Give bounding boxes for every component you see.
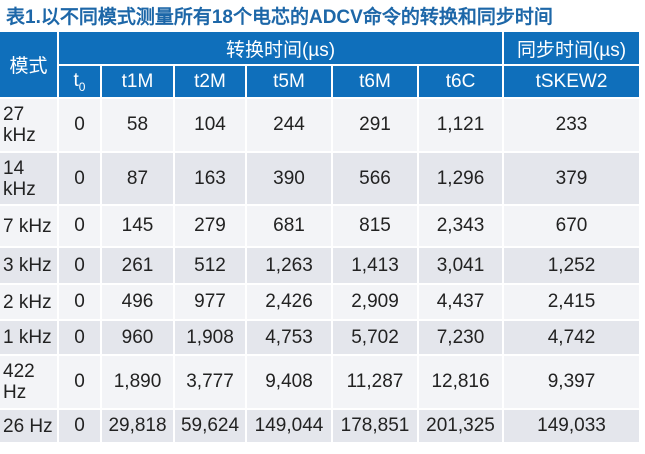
cell-tskew2: 9,397 — [503, 355, 642, 410]
cell-t6c: 2,343 — [418, 205, 505, 248]
header-sync-time: 同步时间(µs) — [503, 32, 642, 66]
table-row: 14 kHz 0 87 163 390 566 1,296 379 — [0, 152, 642, 206]
table-row: 7 kHz 0 145 279 681 815 2,343 670 — [0, 205, 642, 248]
cell-t1m: 29,818 — [101, 409, 175, 444]
t0-base: t — [73, 69, 79, 91]
table-row: 422 Hz 0 1,890 3,777 9,408 11,287 12,816 9,397 — [0, 355, 642, 410]
cell-mode: 1 kHz — [0, 320, 59, 356]
cell-t5m: 390 — [246, 152, 333, 206]
table-row: 26 Hz 0 29,818 59,624 149,044 178,851 201,325 1… — [0, 409, 642, 444]
cell-tskew2: 149,033 — [503, 409, 642, 444]
mode-label: 422 Hz — [3, 361, 35, 403]
table-row: 3 kHz 0 261 512 1,263 1,413 3,041 1,252 — [0, 247, 642, 285]
header-t1m: t1M — [101, 65, 175, 99]
header-t5m: t5M — [246, 65, 333, 99]
t0-subscript: 0 — [78, 79, 86, 94]
cell-t1m: 58 — [101, 98, 175, 153]
cell-t5m: 4,753 — [246, 320, 333, 356]
cell-mode: 14 kHz — [0, 152, 59, 206]
mode-label: 26 Hz — [3, 415, 53, 437]
mode-label: 2 kHz — [3, 291, 52, 313]
cell-t6c: 201,325 — [418, 409, 505, 444]
cell-t2m: 1,908 — [174, 320, 247, 356]
cell-t0: 0 — [58, 98, 102, 153]
mode-label: 27 kHz — [3, 104, 36, 146]
cell-t1m: 1,890 — [101, 355, 175, 410]
cell-t6m: 178,851 — [332, 409, 419, 444]
cell-t5m: 9,408 — [246, 355, 333, 410]
cell-t2m: 104 — [174, 98, 247, 153]
cell-t0: 0 — [58, 320, 102, 356]
cell-t0: 0 — [58, 152, 102, 206]
mode-label: 3 kHz — [3, 255, 52, 276]
cell-t6m: 2,909 — [332, 284, 419, 321]
header-mode: 模式 — [0, 32, 59, 99]
cell-t1m: 261 — [101, 247, 175, 285]
header-t0: t0 — [58, 65, 102, 99]
table-row: 1 kHz 0 960 1,908 4,753 5,702 7,230 4,742 — [0, 320, 642, 356]
cell-tskew2: 379 — [503, 152, 642, 206]
cell-t6m: 566 — [332, 152, 419, 206]
cell-t5m: 149,044 — [246, 409, 333, 444]
cell-t6c: 1,121 — [418, 98, 505, 153]
cell-t1m: 496 — [101, 284, 175, 321]
cell-t6m: 1,413 — [332, 247, 419, 285]
cell-tskew2: 4,742 — [503, 320, 642, 356]
cell-mode: 3 kHz — [0, 247, 59, 285]
cell-t1m: 87 — [101, 152, 175, 206]
header-t2m: t2M — [174, 65, 247, 99]
mode-label: 1 kHz — [3, 327, 52, 348]
header-tskew2: tSKEW2 — [503, 65, 642, 99]
cell-t6c: 4,437 — [418, 284, 505, 321]
cell-t6m: 291 — [332, 98, 419, 153]
mode-label: 7 kHz — [3, 215, 52, 237]
header-t6m: t6M — [332, 65, 419, 99]
cell-t6m: 815 — [332, 205, 419, 248]
cell-mode: 422 Hz — [0, 355, 59, 410]
cell-t6c: 7,230 — [418, 320, 505, 356]
cell-t6c: 12,816 — [418, 355, 505, 410]
table-row: 27 kHz 0 58 104 244 291 1,121 233 — [0, 98, 642, 153]
cell-tskew2: 1,252 — [503, 247, 642, 285]
cell-t0: 0 — [58, 205, 102, 248]
cell-t1m: 145 — [101, 205, 175, 248]
cell-t1m: 960 — [101, 320, 175, 356]
header-t6c: t6C — [418, 65, 505, 99]
table-row: 2 kHz 0 496 977 2,426 2,909 4,437 2,415 — [0, 284, 642, 321]
cell-tskew2: 233 — [503, 98, 642, 153]
cell-t0: 0 — [58, 355, 102, 410]
cell-t5m: 2,426 — [246, 284, 333, 321]
cell-t5m: 244 — [246, 98, 333, 153]
cell-mode: 26 Hz — [0, 409, 59, 444]
cell-tskew2: 2,415 — [503, 284, 642, 321]
cell-t5m: 1,263 — [246, 247, 333, 285]
cell-t2m: 163 — [174, 152, 247, 206]
cell-t2m: 279 — [174, 205, 247, 248]
cell-t0: 0 — [58, 409, 102, 444]
cell-tskew2: 670 — [503, 205, 642, 248]
cell-t6m: 11,287 — [332, 355, 419, 410]
cell-mode: 2 kHz — [0, 284, 59, 321]
cell-t6c: 3,041 — [418, 247, 505, 285]
mode-label: 14 kHz — [3, 157, 36, 200]
cell-t2m: 512 — [174, 247, 247, 285]
cell-t6c: 1,296 — [418, 152, 505, 206]
table-title: 表1.以不同模式测量所有18个电芯的ADCV命令的转换和同步时间 — [6, 7, 553, 28]
cell-mode: 27 kHz — [0, 98, 59, 153]
cell-t5m: 681 — [246, 205, 333, 248]
conversion-time-table: 模式 转换时间(µs) 同步时间(µs) t0 t1M t2M t5M t6M … — [0, 32, 642, 444]
cell-t0: 0 — [58, 284, 102, 321]
cell-mode: 7 kHz — [0, 205, 59, 248]
header-conversion-time: 转换时间(µs) — [58, 32, 505, 66]
cell-t0: 0 — [58, 247, 102, 285]
cell-t2m: 977 — [174, 284, 247, 321]
cell-t2m: 3,777 — [174, 355, 247, 410]
cell-t6m: 5,702 — [332, 320, 419, 356]
cell-t2m: 59,624 — [174, 409, 247, 444]
